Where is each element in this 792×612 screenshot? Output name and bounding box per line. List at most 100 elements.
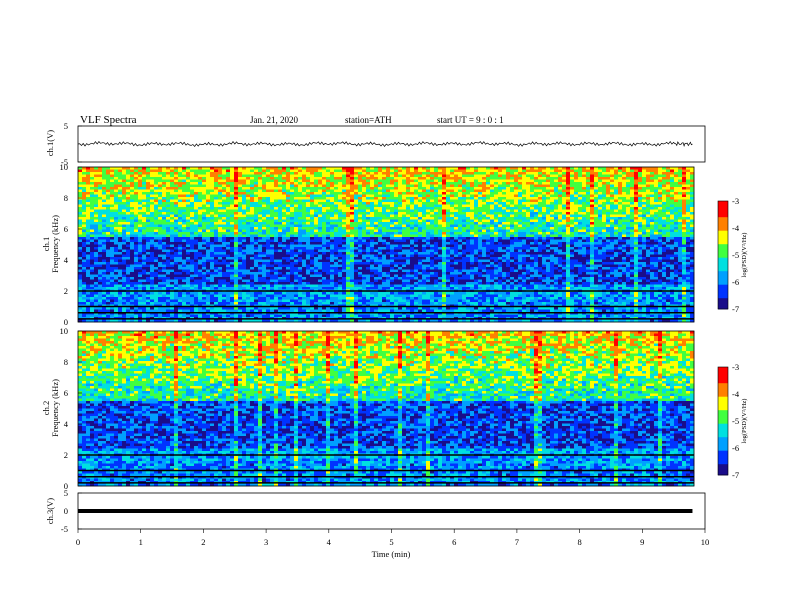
spectrogram-cell	[330, 199, 335, 203]
spectrogram-cell	[262, 247, 267, 250]
spectrogram-cell	[502, 179, 507, 183]
spectrogram-cell	[566, 167, 571, 170]
spectrogram-cell	[498, 197, 503, 200]
spectrogram-cell	[354, 239, 359, 243]
spectrogram-cell	[286, 212, 291, 215]
spectrogram-cell	[114, 174, 119, 178]
spectrogram-cell	[606, 219, 611, 223]
spectrogram-cell	[286, 179, 291, 183]
spectrogram-cell	[262, 244, 267, 248]
spectrogram-cell	[578, 209, 583, 213]
spectrogram-cell	[626, 197, 631, 200]
spectrogram-cell	[582, 214, 587, 218]
spectrogram-cell	[386, 199, 391, 203]
spectrogram-cell	[518, 202, 523, 205]
spectrogram-cell	[310, 189, 315, 193]
spectrogram-cell	[194, 242, 199, 245]
spectrogram-cell	[102, 239, 107, 243]
spectrogram-cell	[198, 242, 203, 245]
spectrogram-cell	[498, 204, 503, 208]
spectrogram-cell	[662, 179, 667, 183]
spectrogram-cell	[158, 237, 163, 240]
spectrogram-cell	[354, 184, 359, 188]
spectrogram-cell	[118, 197, 123, 200]
spectrogram-cell	[354, 207, 359, 210]
spectrogram-cell	[378, 187, 383, 190]
spectrogram-cell	[606, 207, 611, 210]
spectrogram-cell	[302, 222, 307, 225]
spectrogram-cell	[282, 237, 287, 240]
spectrogram-cell	[506, 232, 511, 235]
spectrogram-cell	[118, 204, 123, 208]
spectrogram-cell	[530, 232, 535, 235]
spectrogram-cell	[566, 202, 571, 205]
spectrogram-cell	[614, 244, 619, 248]
spectrogram-cell	[334, 189, 339, 193]
spectrogram-cell	[306, 219, 311, 223]
spectrogram-cell	[182, 179, 187, 183]
spectrogram-cell	[214, 169, 219, 173]
spectrogram-cell	[622, 224, 627, 228]
spectrogram-cell	[110, 229, 115, 233]
spectrogram-cell	[586, 184, 591, 188]
spectrogram-cell	[170, 192, 175, 195]
spectrogram-cell	[162, 172, 167, 175]
spectrogram-cell	[458, 212, 463, 215]
spectrogram-cell	[582, 219, 587, 223]
spectrogram-cell	[514, 204, 519, 208]
spectrogram-cell	[550, 244, 555, 248]
spectrogram-cell	[394, 242, 399, 245]
spectrogram-cell	[506, 202, 511, 205]
spectrogram-cell	[554, 197, 559, 200]
spectrogram-cell	[374, 199, 379, 203]
spectrogram-cell	[330, 197, 335, 200]
spectrogram-cell	[418, 214, 423, 218]
spectrogram-cell	[310, 229, 315, 233]
spectrogram-cell	[234, 224, 239, 228]
spectrogram-cell	[614, 234, 619, 238]
spectrogram-cell	[522, 189, 527, 193]
spectrogram-cell	[150, 179, 155, 183]
spectrogram-cell	[574, 217, 579, 220]
spectrogram-cell	[398, 227, 403, 230]
spectrogram-cell	[234, 219, 239, 223]
spectrogram-cell	[310, 184, 315, 188]
spectrogram-cell	[174, 182, 179, 185]
spectrogram-cell	[306, 184, 311, 188]
spectrogram-cell	[358, 209, 363, 213]
spectrogram-cell	[426, 234, 431, 238]
spectrogram-cell	[690, 219, 695, 223]
spectrogram-cell	[370, 192, 375, 195]
spectrogram-cell	[342, 194, 347, 198]
spectrogram-cell	[490, 239, 495, 243]
spectrogram-cell	[662, 217, 667, 220]
spectrogram-cell	[82, 227, 87, 230]
spectrogram-cell	[486, 182, 491, 185]
spectrogram-cell	[266, 232, 271, 235]
spectrogram-cell	[534, 237, 539, 240]
spectrogram-cell	[462, 167, 467, 170]
spectrogram-cell	[326, 219, 331, 223]
spectrogram-cell	[258, 197, 263, 200]
spectrogram-cell	[106, 239, 111, 243]
spectrogram-cell	[214, 209, 219, 213]
spectrogram-cell	[258, 212, 263, 215]
spectrogram-cell	[170, 224, 175, 228]
spectrogram-cell	[138, 184, 143, 188]
spectrogram-cell	[278, 247, 283, 250]
spectrogram-cell	[510, 189, 515, 193]
spectrogram-cell	[310, 179, 315, 183]
spectrogram-cell	[270, 182, 275, 185]
spectrogram-cell	[618, 214, 623, 218]
spectrogram-cell	[662, 227, 667, 230]
spectrogram-cell	[366, 209, 371, 213]
spectrogram-cell	[562, 224, 567, 228]
spectrogram-cell	[478, 204, 483, 208]
spectrogram-cell	[334, 174, 339, 178]
spectrogram-cell	[174, 179, 179, 183]
spectrogram-cell	[78, 217, 83, 220]
spectrogram-cell	[242, 197, 247, 200]
spectrogram-cell	[534, 217, 539, 220]
spectrogram-cell	[630, 194, 635, 198]
spectrogram-cell	[102, 219, 107, 223]
